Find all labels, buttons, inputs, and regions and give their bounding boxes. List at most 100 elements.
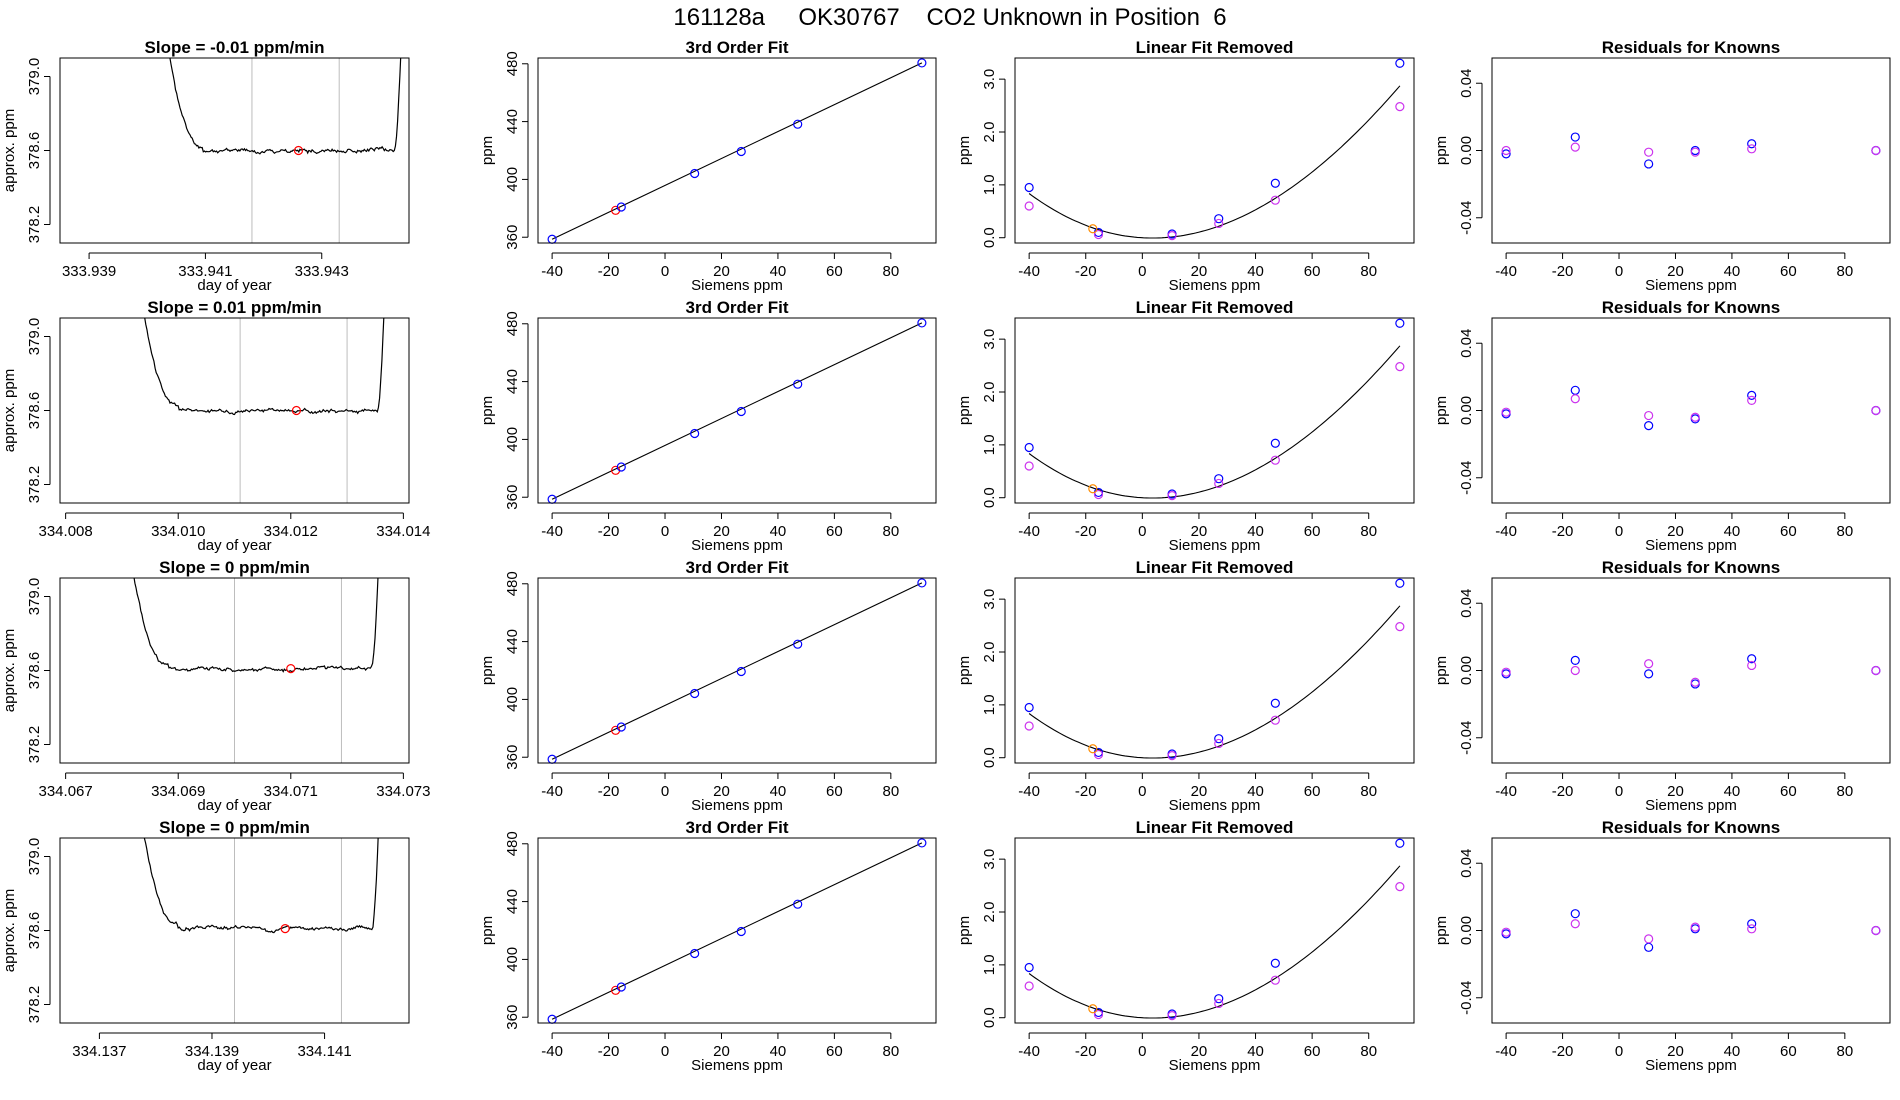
x-tick-label: 60 [826, 263, 843, 280]
x-tick-label: 80 [1360, 783, 1377, 800]
plot-frame [59, 577, 410, 764]
panel-title: Linear Fit Removed [1136, 298, 1294, 317]
point-knowns [1270, 178, 1280, 188]
point-residual-b [1501, 927, 1511, 937]
point-knowns [793, 379, 803, 389]
y-tick-label: 0.0 [981, 487, 998, 508]
x-tick-label: 80 [1836, 1043, 1853, 1060]
y-tick-label: 3.0 [981, 849, 998, 870]
point-knowns-alt [1214, 998, 1224, 1009]
point-residual-b [1747, 395, 1757, 406]
x-tick-label: 60 [826, 523, 843, 540]
panel-trace-row-3: Slope = 0 ppm/min 334.067 334.069 334.071 33… [1, 558, 430, 814]
panel-linear-row-3: Linear Fit Removed -40 -20 0 20 40 60 80 Siemens… [956, 558, 1415, 814]
point-knowns-alt [1167, 231, 1177, 241]
panel-residual-row-4: Residuals for Knowns -40 -20 0 20 40 60 80 Sieme… [1433, 818, 1891, 1074]
point-knowns-alt [1093, 749, 1104, 760]
point-knowns-alt [1093, 229, 1104, 240]
y-axis-label: approx. ppm [1, 889, 18, 972]
point-knowns [1024, 702, 1034, 713]
x-tick-label: 80 [1360, 523, 1377, 540]
point-knowns-alt [1167, 1010, 1177, 1021]
x-axis-label: Siemens ppm [1169, 797, 1261, 814]
point-residual-b [1690, 147, 1700, 157]
y-tick-label: 2.0 [981, 642, 998, 663]
point-residual-a [1644, 942, 1654, 952]
y-tick-label: 1.0 [981, 694, 998, 715]
x-tick-label: 20 [713, 523, 730, 540]
x-tick-label: -40 [1495, 783, 1517, 800]
point-knowns [690, 688, 700, 699]
point-knowns [793, 639, 803, 649]
point-knowns-alt [1024, 721, 1034, 731]
point-knowns-alt [1270, 975, 1280, 985]
panel-fit-row-1: 3rd Order Fit -40 -20 0 20 40 60 80 Siemens ppm 3… [479, 38, 937, 294]
point-knowns [1270, 698, 1280, 708]
point-knowns-alt [1270, 195, 1280, 205]
point-residual-b [1644, 147, 1654, 157]
x-tick-label: 60 [1780, 263, 1797, 280]
point-residual-b [1690, 677, 1700, 687]
x-tick-label: 40 [1247, 523, 1264, 540]
panel-trace-row-2: Slope = 0.01 ppm/min 334.008 334.010 334.01… [1, 298, 430, 554]
x-tick-label: 333.939 [62, 263, 116, 280]
panel-title: Slope = 0 ppm/min [159, 818, 310, 837]
x-tick-label: 0 [661, 783, 669, 800]
point-knowns-alt [1024, 981, 1034, 991]
x-tick-label: 334.014 [376, 523, 430, 540]
x-tick-label: 60 [1304, 523, 1321, 540]
x-tick-label: 20 [1191, 263, 1208, 280]
y-tick-label: 480 [504, 311, 521, 336]
panel-title: Slope = 0 ppm/min [159, 558, 310, 577]
y-axis-label: approx. ppm [1, 629, 18, 712]
point-residual-b [1747, 660, 1757, 671]
panel-title: 3rd Order Fit [686, 818, 789, 837]
y-tick-label: 3.0 [981, 69, 998, 90]
point-knowns [1024, 182, 1034, 193]
figure-title: 161128a OK30767 CO2 Unknown in Position … [673, 4, 1227, 31]
x-tick-label: 60 [1780, 1043, 1797, 1060]
y-tick-label: 480 [504, 51, 521, 76]
y-tick-label: 0.00 [1458, 136, 1475, 165]
x-tick-label: 40 [1724, 1043, 1741, 1060]
y-tick-label: 440 [504, 889, 521, 914]
y-tick-label: 440 [504, 369, 521, 394]
plot-frame [537, 57, 937, 244]
panel-title: Residuals for Knowns [1602, 38, 1781, 57]
panel-title: 3rd Order Fit [686, 38, 789, 57]
point-residual-b [1570, 665, 1580, 676]
y-tick-label: 378.2 [26, 466, 43, 504]
y-tick-label: 378.6 [26, 652, 43, 690]
point-knowns-alt [1270, 715, 1280, 725]
x-tick-label: 334.012 [264, 523, 318, 540]
x-tick-label: -40 [1018, 1043, 1040, 1060]
point-residual-b [1690, 412, 1700, 422]
x-axis-label: day of year [197, 797, 271, 814]
fit-curve [1028, 345, 1401, 499]
x-tick-label: 0 [1138, 263, 1146, 280]
point-unknown [1088, 224, 1098, 234]
point-knowns [917, 58, 927, 68]
x-tick-label: 80 [1836, 783, 1853, 800]
x-tick-label: 0 [1138, 1043, 1146, 1060]
x-axis-label: Siemens ppm [691, 277, 783, 294]
x-tick-label: 334.137 [72, 1043, 126, 1060]
x-tick-label: 20 [1191, 783, 1208, 800]
point-residual-a [1747, 390, 1757, 400]
point-knowns [736, 926, 746, 937]
y-axis-label: ppm [956, 396, 973, 425]
y-tick-label: 0.00 [1458, 396, 1475, 425]
point-knowns [1214, 994, 1224, 1004]
point-knowns-alt [1024, 461, 1034, 471]
x-tick-label: 60 [1780, 783, 1797, 800]
y-tick-label: 379.0 [26, 58, 43, 96]
point-knowns-alt [1395, 102, 1405, 112]
x-tick-label: 40 [1247, 263, 1264, 280]
x-tick-label: 80 [882, 783, 899, 800]
point-knowns [690, 948, 700, 959]
x-tick-label: 40 [770, 523, 787, 540]
y-tick-label: 379.0 [26, 318, 43, 356]
point-knowns [690, 168, 700, 179]
x-tick-label: 40 [1247, 1043, 1264, 1060]
x-tick-label: -40 [541, 263, 563, 280]
